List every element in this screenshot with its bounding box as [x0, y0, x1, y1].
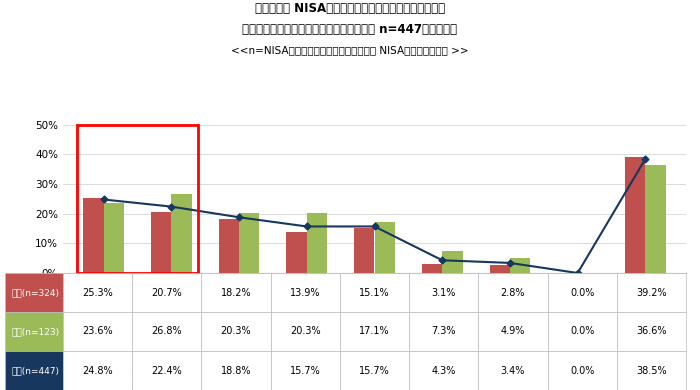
Bar: [307, 213, 327, 273]
Bar: [625, 157, 645, 273]
Bar: [104, 203, 124, 273]
Text: 金融機関からの告知からでうれしいもの（ n=447）（表８）: 金融機関からの告知からでうれしいもの（ n=447）（表８）: [242, 23, 458, 36]
Bar: [77, 125, 198, 273]
Text: 「ジュニア NISA」の口座を開設すると仮定した際の、: 「ジュニア NISA」の口座を開設すると仮定した際の、: [255, 2, 445, 15]
Bar: [151, 212, 172, 273]
Bar: [645, 165, 666, 273]
Bar: [286, 232, 307, 273]
Bar: [239, 213, 260, 273]
Bar: [510, 259, 531, 273]
Bar: [374, 222, 395, 273]
Bar: [489, 265, 510, 273]
Bar: [422, 264, 442, 273]
Bar: [442, 252, 463, 273]
Bar: [218, 219, 239, 273]
Legend: 男性(n=324), 女性(n=123), 全体(n=447): 男性(n=324), 女性(n=123), 全体(n=447): [62, 369, 137, 390]
Bar: [83, 198, 104, 273]
Bar: [354, 228, 374, 273]
Bar: [172, 193, 192, 273]
Text: <<n=NISA口座所有者・もしくはジュニア NISA利用意向者回答 >>: <<n=NISA口座所有者・もしくはジュニア NISA利用意向者回答 >>: [231, 45, 469, 55]
